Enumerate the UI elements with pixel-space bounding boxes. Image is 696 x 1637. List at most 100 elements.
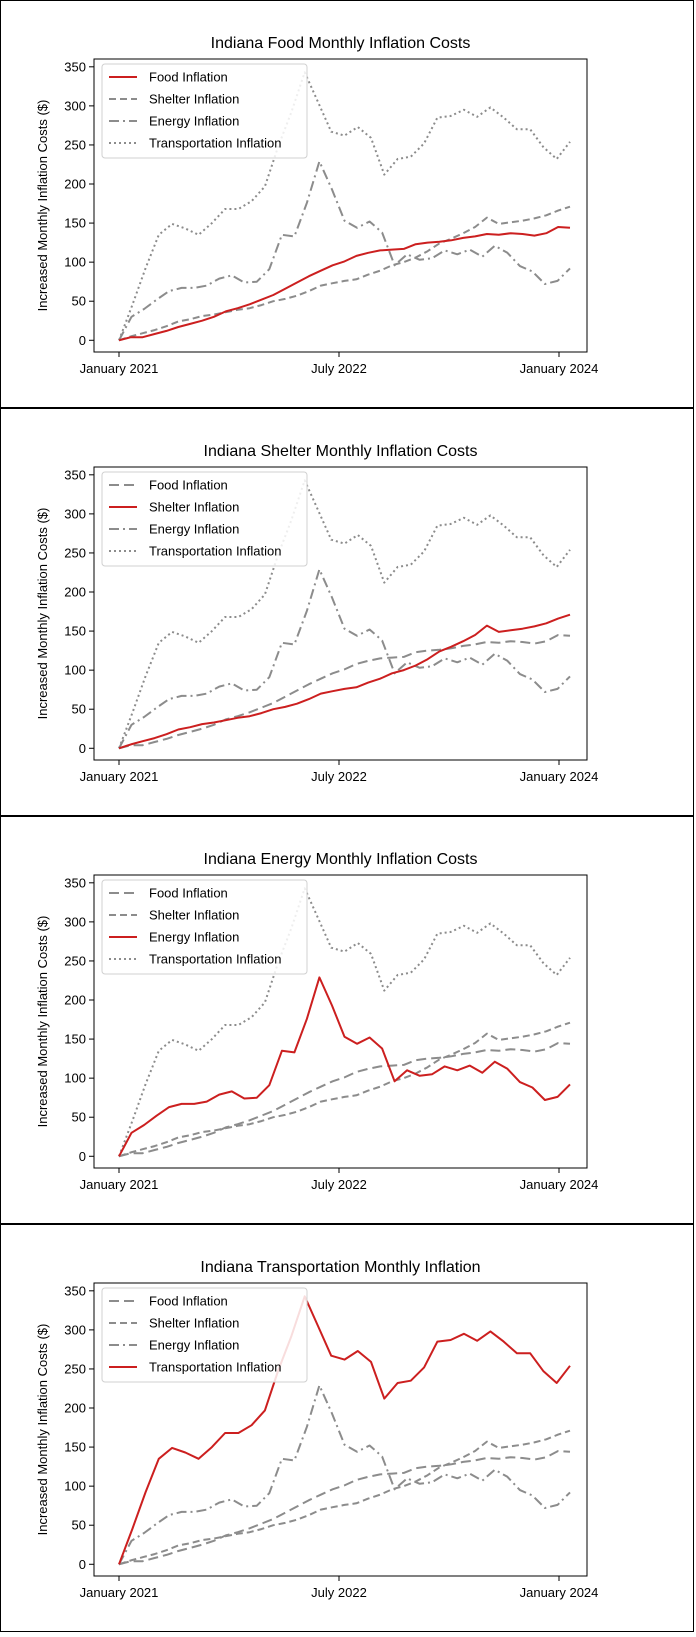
y-tick-label: 50 [72,1518,86,1533]
y-tick-label: 0 [79,741,86,756]
y-axis-label: Increased Monthly Inflation Costs ($) [35,100,50,312]
y-tick-label: 150 [64,1032,86,1047]
series-line-shelter-inflation [118,1021,571,1158]
y-tick-label: 350 [64,1283,86,1298]
x-tick-label: January 2021 [80,1585,159,1600]
x-tick-label: July 2022 [311,361,367,376]
y-tick-label: 250 [64,953,86,968]
y-axis-label: Increased Monthly Inflation Costs ($) [35,508,50,720]
legend-box [101,1287,308,1383]
legend-label-food-inflation: Food Inflation [149,886,228,901]
y-tick-label: 250 [64,545,86,560]
y-tick-label: 250 [64,1361,86,1376]
plot-frame [93,58,588,353]
y-tick-label: 100 [64,663,86,678]
plot-frame [93,874,588,1169]
legend-label-transportation-inflation: Transportation Inflation [149,1360,281,1375]
series-line-transportation-inflation [118,1295,571,1565]
chart-panel-energy: Indiana Energy Monthly Inflation Costs In… [0,816,694,1224]
y-tick-label: 200 [64,585,86,600]
series-line-energy-inflation [118,160,571,341]
legend-label-energy-inflation: Energy Inflation [149,1338,239,1353]
x-tick-label: July 2022 [311,1585,367,1600]
legend-label-shelter-inflation: Shelter Inflation [149,92,239,107]
y-tick-label: 150 [64,1440,86,1455]
x-tick-label: January 2021 [80,769,159,784]
y-axis-label: Increased Monthly Inflation Costs ($) [35,916,50,1128]
y-tick-label: 0 [79,1557,86,1572]
legend-label-food-inflation: Food Inflation [149,1294,228,1309]
y-tick-label: 350 [64,875,86,890]
legend-box [101,879,308,975]
series-line-energy-inflation [118,976,571,1157]
chart-title: Indiana Energy Monthly Inflation Costs [204,851,478,868]
y-tick-label: 300 [64,1322,86,1337]
y-tick-label: 200 [64,1401,86,1416]
y-tick-label: 50 [72,702,86,717]
chart-panel-food: Indiana Food Monthly Inflation Costs Incr… [0,0,694,408]
legend-label-shelter-inflation: Shelter Inflation [149,500,239,515]
chart-title: Indiana Shelter Monthly Inflation Costs [204,443,478,460]
y-tick-label: 300 [64,914,86,929]
series-line-energy-inflation [118,568,571,749]
legend-label-energy-inflation: Energy Inflation [149,930,239,945]
x-tick-label: January 2024 [520,1177,599,1192]
plot-frame [93,1282,588,1577]
y-tick-label: 50 [72,294,86,309]
chart-title: Indiana Transportation Monthly Inflation [200,1259,480,1276]
y-tick-label: 50 [72,1110,86,1125]
x-tick-label: January 2021 [80,1177,159,1192]
series-line-food-inflation [118,226,571,342]
legend-label-food-inflation: Food Inflation [149,478,228,493]
x-tick-label: January 2021 [80,361,159,376]
y-tick-label: 0 [79,333,86,348]
legend-label-energy-inflation: Energy Inflation [149,114,239,129]
legend-label-food-inflation: Food Inflation [149,70,228,85]
series-line-food-inflation [118,1042,571,1158]
x-tick-label: January 2024 [520,769,599,784]
y-tick-label: 350 [64,467,86,482]
chart-transportation: Indiana Transportation Monthly Inflation… [35,1259,599,1600]
legend: Food Inflation Shelter Inflation Energy In… [101,471,308,567]
y-tick-label: 150 [64,216,86,231]
y-tick-label: 300 [64,506,86,521]
chart-energy: Indiana Energy Monthly Inflation Costs In… [35,851,599,1192]
y-axis-label: Increased Monthly Inflation Costs ($) [35,1324,50,1536]
chart-title: Indiana Food Monthly Inflation Costs [211,35,471,52]
series-line-food-inflation [118,634,571,750]
legend: Food Inflation Shelter Inflation Energy In… [101,1287,308,1383]
series-line-shelter-inflation [118,1429,571,1566]
y-tick-label: 200 [64,993,86,1008]
y-tick-label: 0 [79,1149,86,1164]
legend: Food Inflation Shelter Inflation Energy In… [101,63,308,159]
x-tick-label: July 2022 [311,1177,367,1192]
plot-frame [93,466,588,761]
y-tick-label: 100 [64,255,86,270]
chart-food: Indiana Food Monthly Inflation Costs Incr… [35,35,599,376]
y-tick-label: 200 [64,177,86,192]
legend-box [101,471,308,567]
y-tick-label: 100 [64,1479,86,1494]
y-tick-label: 250 [64,137,86,152]
chart-shelter: Indiana Shelter Monthly Inflation Costs I… [35,443,599,784]
legend-label-transportation-inflation: Transportation Inflation [149,136,281,151]
chart-panel-shelter: Indiana Shelter Monthly Inflation Costs I… [0,408,694,816]
x-tick-label: July 2022 [311,769,367,784]
series-line-shelter-inflation [118,205,571,342]
x-tick-label: January 2024 [520,1585,599,1600]
legend: Food Inflation Shelter Inflation Energy In… [101,879,308,975]
y-tick-label: 150 [64,624,86,639]
series-line-energy-inflation [118,1384,571,1565]
chart-panel-transportation: Indiana Transportation Monthly Inflation… [0,1224,694,1632]
x-tick-label: January 2024 [520,361,599,376]
series-line-food-inflation [118,1450,571,1566]
legend-label-transportation-inflation: Transportation Inflation [149,952,281,967]
legend-label-shelter-inflation: Shelter Inflation [149,1316,239,1331]
series-line-shelter-inflation [118,613,571,750]
legend-box [101,63,308,159]
y-tick-label: 300 [64,98,86,113]
y-tick-label: 350 [64,59,86,74]
legend-label-energy-inflation: Energy Inflation [149,522,239,537]
legend-label-transportation-inflation: Transportation Inflation [149,544,281,559]
